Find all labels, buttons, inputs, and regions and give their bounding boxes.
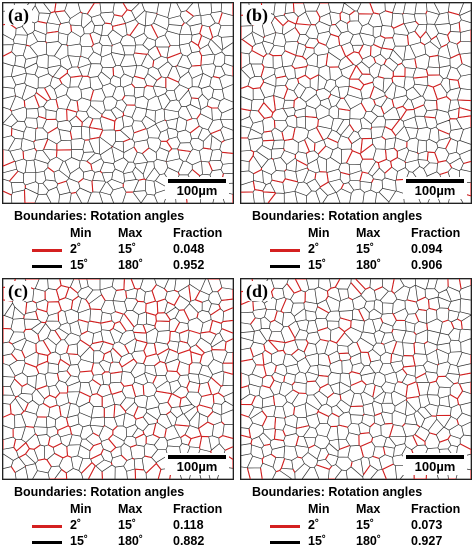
legend-title: Boundaries: Rotation angles bbox=[14, 485, 185, 499]
min-value: 2˚ bbox=[308, 518, 320, 532]
fraction-value: 0.952 bbox=[173, 258, 205, 272]
black-line-swatch bbox=[270, 541, 300, 544]
grain-boundary-map: (c) 100µm bbox=[2, 278, 234, 480]
legend-header-row: Min Max Fraction bbox=[2, 502, 234, 518]
min-value: 2˚ bbox=[70, 518, 82, 532]
fraction-value: 0.048 bbox=[173, 242, 205, 256]
legend-header-row: Min Max Fraction bbox=[240, 226, 472, 242]
scale-bar-label: 100µm bbox=[414, 459, 456, 474]
legend-row-high-angle: 15˚ 180˚ 0.952 bbox=[2, 258, 234, 274]
high-angle-boundaries bbox=[241, 279, 471, 479]
scale-bar: 100µm bbox=[403, 177, 467, 199]
low-angle-boundaries bbox=[241, 279, 471, 479]
red-line-swatch bbox=[32, 249, 62, 252]
max-value: 180˚ bbox=[118, 534, 144, 548]
max-value: 15˚ bbox=[118, 242, 137, 256]
fraction-header: Fraction bbox=[173, 502, 223, 516]
scale-bar-line bbox=[406, 179, 464, 183]
min-header: Min bbox=[70, 502, 92, 516]
grain-boundary-map: (d) 100µm bbox=[240, 278, 472, 480]
fraction-header: Fraction bbox=[411, 226, 461, 240]
black-line-swatch bbox=[32, 265, 62, 268]
scale-bar: 100µm bbox=[403, 453, 467, 475]
min-value: 2˚ bbox=[70, 242, 82, 256]
fraction-header: Fraction bbox=[411, 502, 461, 516]
grain-boundary-image bbox=[241, 3, 471, 203]
min-value: 15˚ bbox=[70, 258, 89, 272]
panel-label: (c) bbox=[5, 281, 31, 301]
legend-title: Boundaries: Rotation angles bbox=[14, 209, 185, 223]
grain-boundary-image bbox=[3, 3, 233, 203]
legend-header-row: Min Max Fraction bbox=[2, 226, 234, 242]
fraction-value: 0.073 bbox=[411, 518, 443, 532]
max-value: 15˚ bbox=[356, 518, 375, 532]
scale-bar-line bbox=[168, 179, 226, 183]
scale-bar-line bbox=[406, 455, 464, 459]
low-angle-boundaries bbox=[3, 279, 233, 479]
min-header: Min bbox=[308, 226, 330, 240]
legend-row-high-angle: 15˚ 180˚ 0.906 bbox=[240, 258, 472, 274]
grain-boundary-image bbox=[3, 279, 233, 479]
legend-row-low-angle: 2˚ 15˚ 0.094 bbox=[240, 242, 472, 258]
boundary-legend: Boundaries: Rotation angles Min Max Frac… bbox=[2, 482, 234, 548]
high-angle-boundaries bbox=[3, 279, 233, 479]
panel-label: (b) bbox=[243, 5, 271, 25]
fraction-value: 0.927 bbox=[411, 534, 443, 548]
max-value: 180˚ bbox=[356, 258, 382, 272]
panel-label: (a) bbox=[5, 5, 32, 25]
legend-row-high-angle: 15˚ 180˚ 0.882 bbox=[2, 534, 234, 550]
min-value: 15˚ bbox=[70, 534, 89, 548]
legend-row-low-angle: 2˚ 15˚ 0.073 bbox=[240, 518, 472, 534]
legend-row-low-angle: 2˚ 15˚ 0.118 bbox=[2, 518, 234, 534]
scale-bar: 100µm bbox=[165, 453, 229, 475]
min-header: Min bbox=[70, 226, 92, 240]
grain-boundary-image bbox=[241, 279, 471, 479]
grain-boundary-map: (a) 100µm bbox=[2, 2, 234, 204]
legend-title: Boundaries: Rotation angles bbox=[252, 485, 423, 499]
red-line-swatch bbox=[270, 525, 300, 528]
boundary-legend: Boundaries: Rotation angles Min Max Frac… bbox=[240, 482, 472, 548]
max-header: Max bbox=[118, 226, 143, 240]
fraction-value: 0.906 bbox=[411, 258, 443, 272]
max-header: Max bbox=[356, 502, 381, 516]
min-header: Min bbox=[308, 502, 330, 516]
scale-bar: 100µm bbox=[165, 177, 229, 199]
max-value: 15˚ bbox=[356, 242, 375, 256]
min-value: 15˚ bbox=[308, 258, 327, 272]
fraction-value: 0.118 bbox=[173, 518, 204, 532]
red-line-swatch bbox=[32, 525, 62, 528]
scale-bar-line bbox=[168, 455, 226, 459]
scale-bar-label: 100µm bbox=[414, 183, 456, 198]
fraction-value: 0.882 bbox=[173, 534, 205, 548]
boundary-legend: Boundaries: Rotation angles Min Max Frac… bbox=[2, 206, 234, 272]
legend-row-low-angle: 2˚ 15˚ 0.048 bbox=[2, 242, 234, 258]
fraction-header: Fraction bbox=[173, 226, 223, 240]
legend-title: Boundaries: Rotation angles bbox=[252, 209, 423, 223]
scale-bar-label: 100µm bbox=[176, 183, 218, 198]
low-angle-boundaries bbox=[3, 3, 233, 203]
fraction-value: 0.094 bbox=[411, 242, 443, 256]
min-value: 2˚ bbox=[308, 242, 320, 256]
max-value: 180˚ bbox=[118, 258, 144, 272]
legend-header-row: Min Max Fraction bbox=[240, 502, 472, 518]
black-line-swatch bbox=[32, 541, 62, 544]
boundary-legend: Boundaries: Rotation angles Min Max Frac… bbox=[240, 206, 472, 272]
max-value: 15˚ bbox=[118, 518, 137, 532]
grain-boundary-map: (b) 100µm bbox=[240, 2, 472, 204]
min-value: 15˚ bbox=[308, 534, 327, 548]
max-header: Max bbox=[356, 226, 381, 240]
max-header: Max bbox=[118, 502, 143, 516]
black-line-swatch bbox=[270, 265, 300, 268]
red-line-swatch bbox=[270, 249, 300, 252]
legend-row-high-angle: 15˚ 180˚ 0.927 bbox=[240, 534, 472, 550]
max-value: 180˚ bbox=[356, 534, 382, 548]
panel-label: (d) bbox=[243, 281, 271, 301]
scale-bar-label: 100µm bbox=[176, 459, 218, 474]
